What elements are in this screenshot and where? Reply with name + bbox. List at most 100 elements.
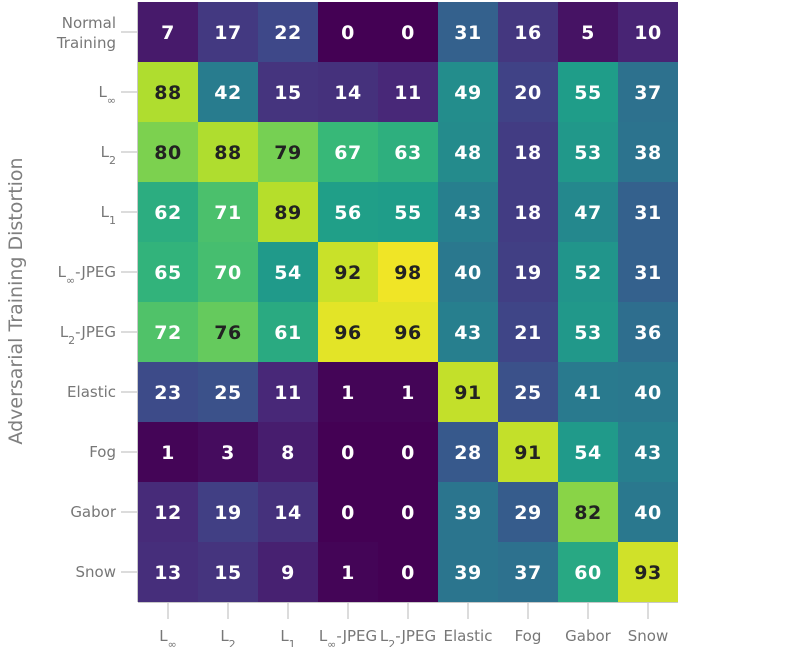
cell-value-label: 15: [274, 82, 301, 104]
heatmap-cell: [558, 302, 618, 362]
cell-value-label: 0: [401, 442, 415, 464]
x-axis: L∞ L2 L1 L∞-JPEG L2-JPEG Elastic Fog Gabor Snow: [138, 602, 678, 647]
cell-value-label: 0: [341, 502, 355, 524]
cell-value-label: 70: [214, 262, 241, 284]
cell-value-label: 31: [454, 22, 481, 44]
cell-value-label: 38: [634, 142, 661, 164]
heatmap-cell: [378, 2, 438, 62]
heatmap-cell: [258, 362, 318, 422]
heatmap-cell: [498, 122, 558, 182]
heatmap-cell: [558, 242, 618, 302]
cell-value-label: 23: [154, 382, 181, 404]
heatmap-cell: [198, 422, 258, 482]
heatmap-cell: [558, 422, 618, 482]
cell-value-label: 40: [634, 382, 661, 404]
cell-value-label: 28: [454, 442, 481, 464]
cell-value-label: 0: [341, 22, 355, 44]
cell-value-label: 91: [454, 382, 481, 404]
heatmap-cell: [138, 362, 198, 422]
heatmap-cell: [438, 2, 498, 62]
heatmap-cell: [258, 422, 318, 482]
y-axis: Normal Training L∞ L2 L1 L∞-JPEG L2-JPEG Elasti…: [56, 2, 138, 602]
cell-value-label: 20: [514, 82, 541, 104]
heatmap-cell: [438, 242, 498, 302]
cell-value-label: 31: [634, 202, 661, 224]
cell-value-label: 37: [514, 562, 541, 584]
heatmap-cell: [138, 422, 198, 482]
y-tick-label: Fog: [89, 443, 116, 461]
heatmap-cell: [318, 62, 378, 122]
heatmap-cell: [438, 362, 498, 422]
cell-value-label: 55: [394, 202, 421, 224]
x-tick-label: Fog: [515, 627, 542, 645]
heatmap-cell: [558, 122, 618, 182]
x-tick-label: Elastic: [444, 627, 493, 645]
heatmap-cell: [258, 482, 318, 542]
y-axis-title: Adversarial Training Distortion: [5, 157, 27, 444]
x-tick-label: Gabor: [565, 627, 612, 645]
heatmap-cell: [198, 62, 258, 122]
cell-value-label: 0: [401, 562, 415, 584]
cell-value-label: 76: [214, 322, 241, 344]
heatmap-cell: [498, 182, 558, 242]
cell-value-label: 43: [634, 442, 661, 464]
heatmap-cell: [378, 302, 438, 362]
cell-value-label: 11: [274, 382, 301, 404]
cell-value-label: 19: [214, 502, 241, 524]
heatmap-cell: [378, 182, 438, 242]
cell-value-label: 56: [334, 202, 361, 224]
heatmap-cell: [618, 122, 678, 182]
cell-value-label: 12: [154, 502, 181, 524]
cell-value-label: 65: [154, 262, 181, 284]
cell-value-label: 0: [401, 502, 415, 524]
heatmap-cell: [378, 422, 438, 482]
cell-value-label: 53: [574, 322, 601, 344]
heatmap-cell: [618, 422, 678, 482]
heatmap-cell: [198, 542, 258, 602]
heatmap-cell: [378, 242, 438, 302]
cell-value-label: 22: [274, 22, 301, 44]
cell-value-label: 61: [274, 322, 301, 344]
cell-value-label: 29: [514, 502, 541, 524]
heatmap-cell: [138, 182, 198, 242]
heatmap-cell: [558, 362, 618, 422]
cell-value-label: 82: [574, 502, 601, 524]
cell-value-label: 13: [154, 562, 181, 584]
heatmap-cell: [318, 182, 378, 242]
cell-value-label: 71: [214, 202, 241, 224]
cell-value-label: 47: [574, 202, 601, 224]
heatmap-cell: [258, 302, 318, 362]
x-tick-label: L2: [220, 627, 235, 647]
heatmap-cell: [258, 122, 318, 182]
cell-value-label: 63: [394, 142, 421, 164]
cell-value-label: 18: [514, 142, 541, 164]
cell-value-label: 72: [154, 322, 181, 344]
heatmap-cell: [618, 362, 678, 422]
heatmap-cell: [198, 122, 258, 182]
heatmap-cell: [558, 482, 618, 542]
heatmap-cell: [198, 2, 258, 62]
heatmap-cell: [498, 542, 558, 602]
y-tick-label: Gabor: [70, 503, 117, 521]
cell-value-label: 37: [634, 82, 661, 104]
heatmap-cell: [438, 542, 498, 602]
cell-value-label: 7: [161, 22, 175, 44]
cell-value-label: 39: [454, 562, 481, 584]
cell-value-label: 48: [454, 142, 481, 164]
cell-value-label: 5: [581, 22, 595, 44]
heatmap-cell: [438, 422, 498, 482]
heatmap-cell: [318, 422, 378, 482]
heatmap-cell: [438, 482, 498, 542]
x-tick-label: L2-JPEG: [380, 627, 436, 647]
cell-value-label: 18: [514, 202, 541, 224]
cell-value-label: 88: [154, 82, 181, 104]
heatmap-cell: [438, 302, 498, 362]
cell-value-label: 8: [281, 442, 295, 464]
heatmap-cell: [498, 482, 558, 542]
cell-value-label: 40: [634, 502, 661, 524]
cell-value-label: 43: [454, 202, 481, 224]
heatmap-cell: [498, 242, 558, 302]
heatmap-cell: [558, 62, 618, 122]
